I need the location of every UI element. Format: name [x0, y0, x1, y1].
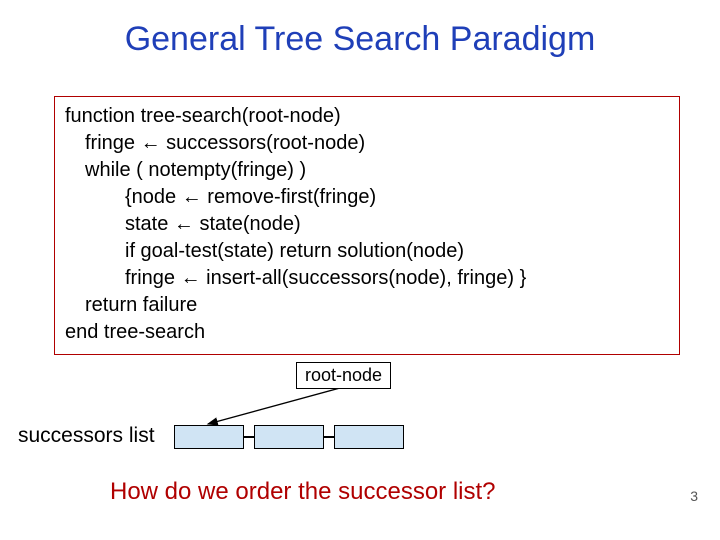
question-text: How do we order the successor list?	[110, 478, 496, 506]
code-line: fringe ← successors(root-node)	[65, 130, 669, 157]
code-line: end tree-search	[65, 319, 669, 346]
code-line: {node ← remove-first(fringe)	[65, 184, 669, 211]
code-text: fringe ← insert-all(successors(node), fr…	[65, 265, 526, 292]
successors-list-label: successors list	[18, 424, 155, 448]
successor-box	[334, 425, 404, 449]
successors-list	[174, 425, 404, 449]
code-text: function tree-search(root-node)	[65, 105, 341, 127]
code-text: while ( notempty(fringe) )	[65, 157, 306, 184]
pseudocode-box: function tree-search(root-node) fringe ← …	[54, 96, 680, 355]
code-text: state ← state(node)	[65, 211, 301, 238]
successor-link	[244, 436, 254, 438]
successor-link	[324, 436, 334, 438]
code-text: fringe ← successors(root-node)	[65, 130, 365, 157]
code-line: while ( notempty(fringe) )	[65, 157, 669, 184]
page-number: 3	[690, 488, 698, 504]
slide-title: General Tree Search Paradigm	[0, 20, 720, 59]
code-line: state ← state(node)	[65, 211, 669, 238]
code-line: fringe ← insert-all(successors(node), fr…	[65, 265, 669, 292]
code-text: {node ← remove-first(fringe)	[65, 184, 376, 211]
code-text: if goal-test(state) return solution(node…	[65, 238, 464, 265]
slide: General Tree Search Paradigm function tr…	[0, 0, 720, 540]
code-text: end tree-search	[65, 321, 205, 343]
code-text: return failure	[65, 292, 197, 319]
root-node-box: root-node	[296, 362, 391, 389]
successor-box	[174, 425, 244, 449]
code-line: function tree-search(root-node)	[65, 103, 669, 130]
code-line: if goal-test(state) return solution(node…	[65, 238, 669, 265]
code-line: return failure	[65, 292, 669, 319]
successor-box	[254, 425, 324, 449]
